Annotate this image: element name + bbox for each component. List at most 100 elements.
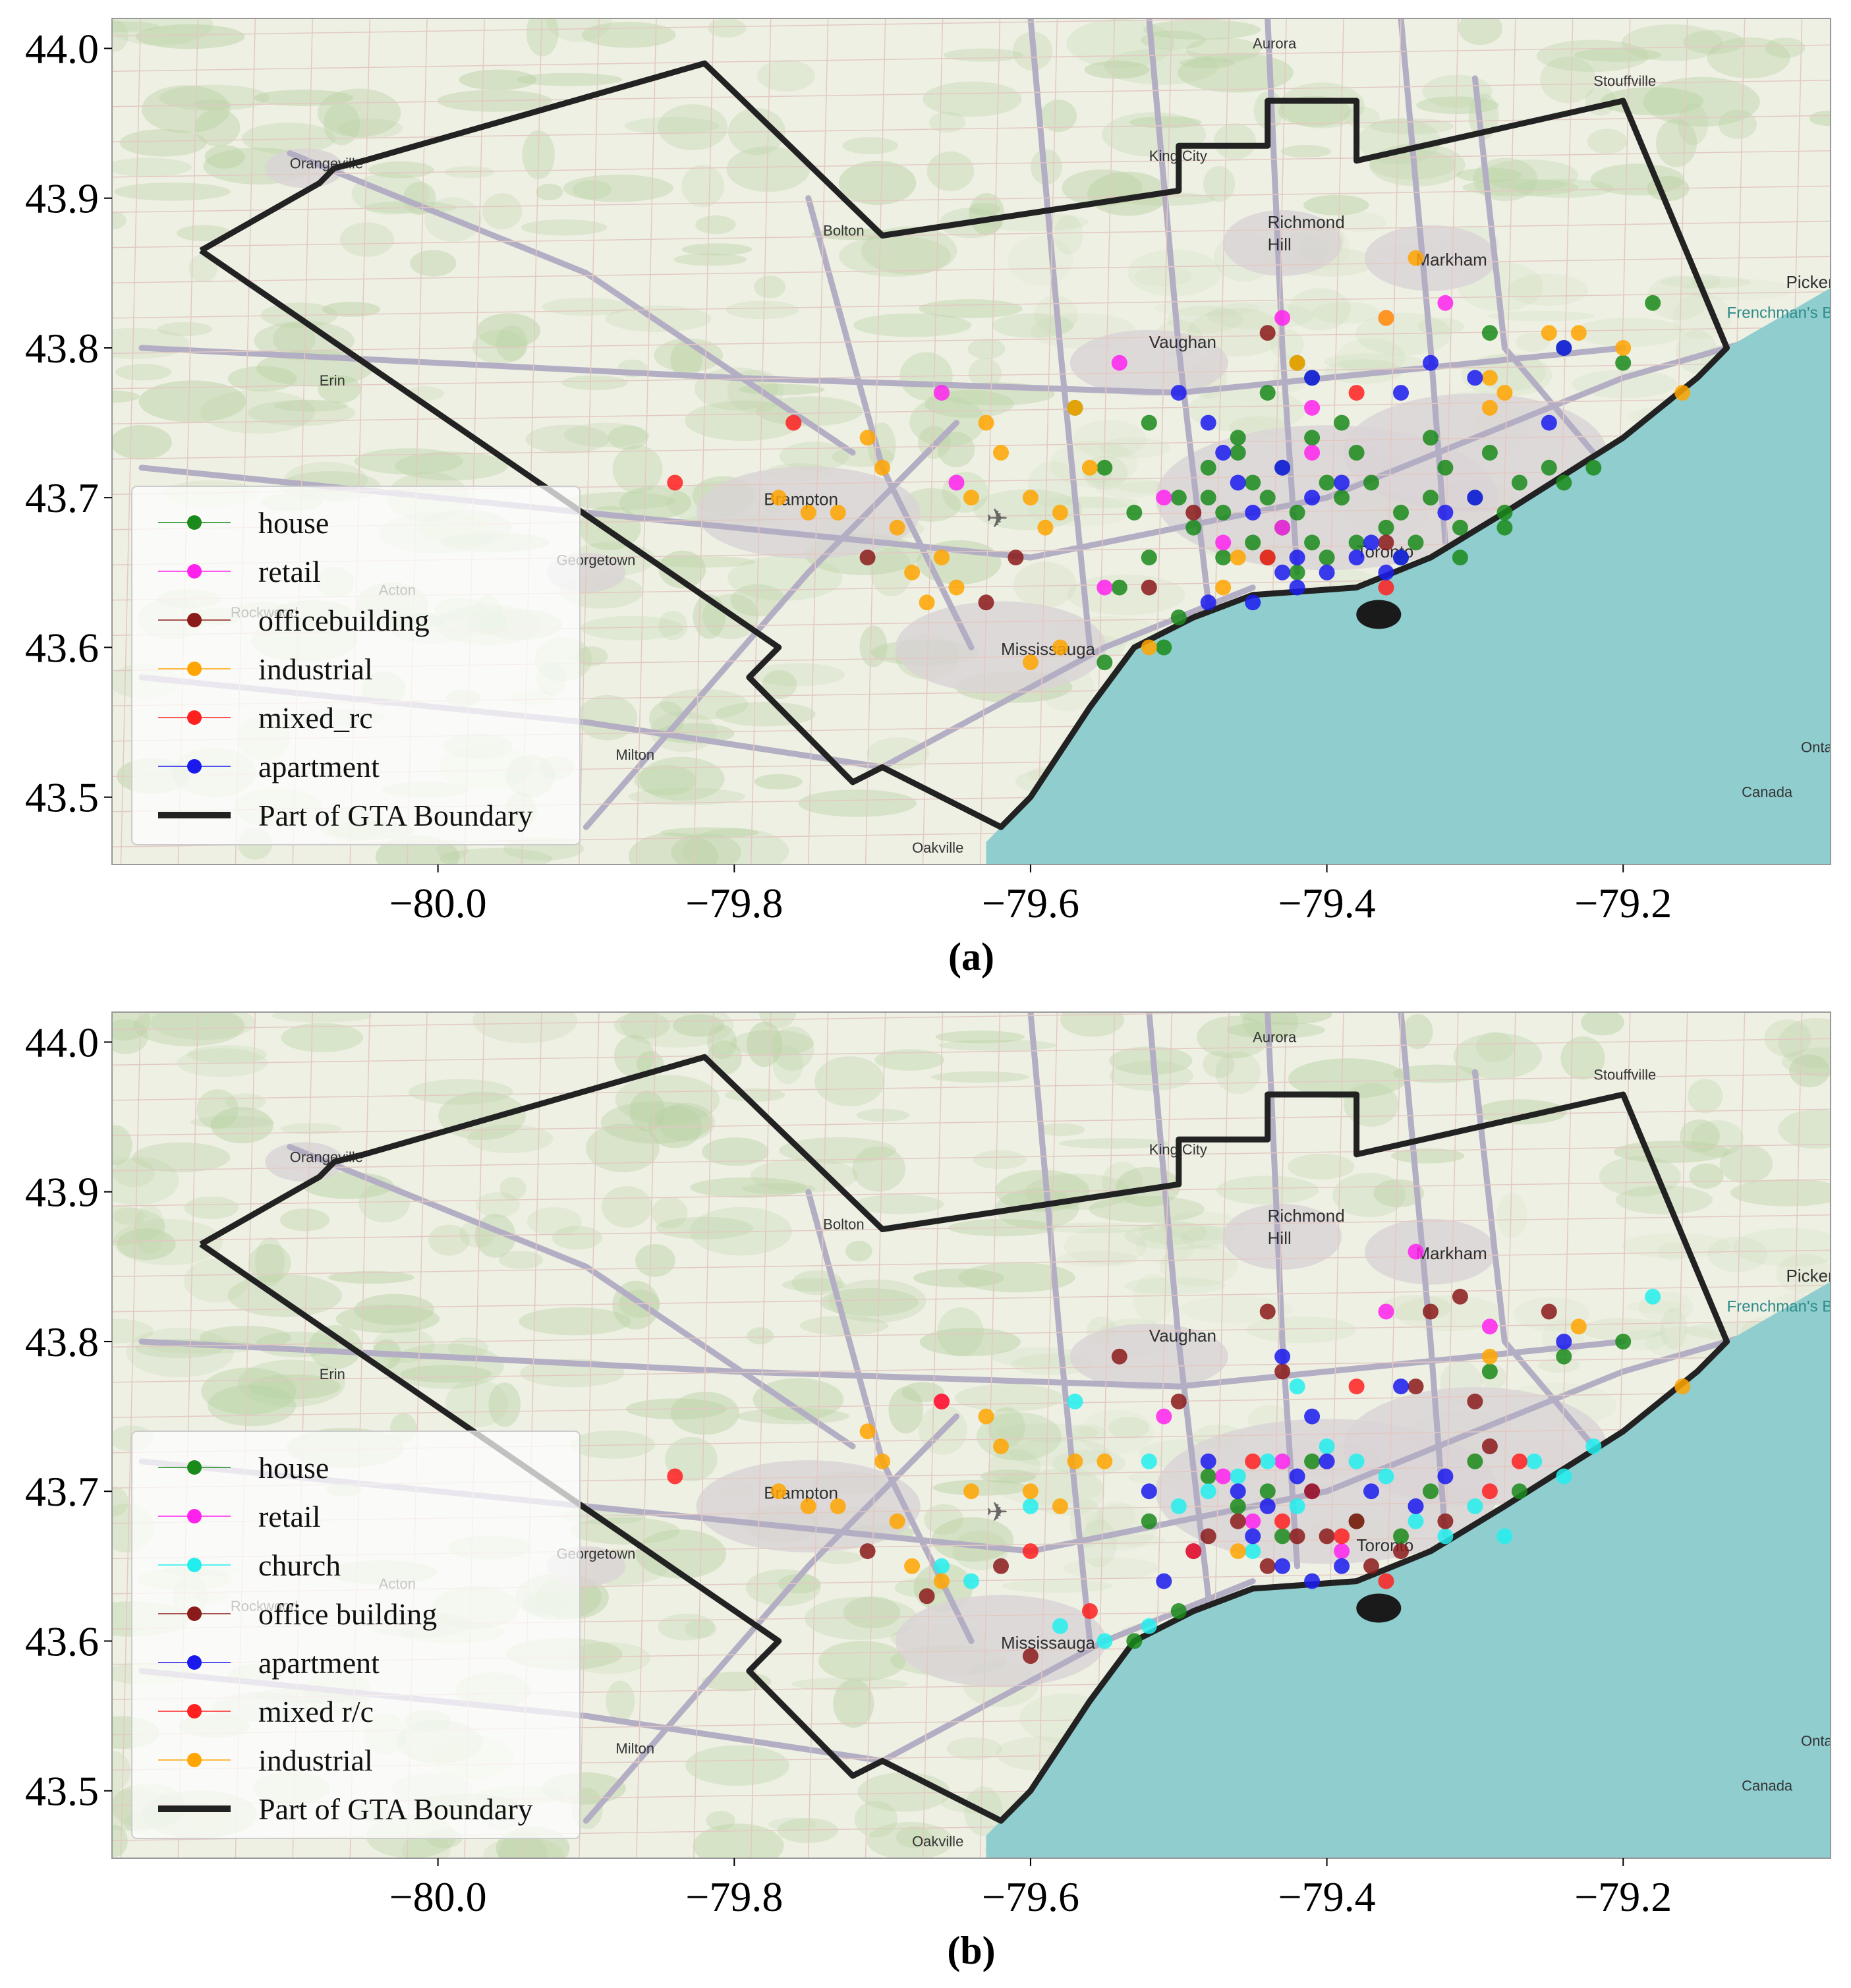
minor-road (112, 1073, 1831, 1101)
urban-area (1364, 225, 1496, 291)
minor-road (112, 397, 1831, 424)
point-industrial (1052, 504, 1068, 521)
plot-frame (111, 18, 1831, 865)
point-mixed-rc (667, 474, 683, 491)
point-retail (1215, 1468, 1232, 1485)
vegetation-patch (750, 663, 845, 687)
point-apartment (1319, 564, 1335, 581)
place-label-aurora: Aurora (1253, 1029, 1297, 1045)
point-apartment (1200, 1453, 1216, 1469)
point-apartment (1274, 564, 1291, 581)
point-apartment (1541, 414, 1557, 431)
gta-boundary-line (199, 60, 1730, 830)
point-church (1348, 1453, 1365, 1469)
vegetation-patch (608, 425, 648, 450)
vegetation-patch (762, 669, 797, 700)
point-apartment (1289, 579, 1305, 596)
vegetation-patch (1496, 1193, 1527, 1238)
place-label-erin: Erin (320, 372, 345, 389)
vegetation-patch (1040, 99, 1077, 132)
vegetation-patch (1214, 123, 1257, 160)
vegetation-patch (1688, 1079, 1723, 1114)
vegetation-patch (1778, 1109, 1831, 1149)
vegetation-patch (188, 254, 218, 283)
point-church (1585, 1438, 1602, 1454)
vegetation-patch (1087, 171, 1169, 216)
x-tick-label: −79.8 (685, 880, 783, 926)
vegetation-patch (280, 1123, 342, 1135)
minor-road (693, 1012, 714, 1858)
place-label-oakville: Oakville (912, 1833, 963, 1850)
point-house (1141, 550, 1157, 566)
vegetation-patch (581, 22, 676, 48)
point-industrial (859, 1423, 876, 1440)
point-mixed-r-c (1245, 1453, 1261, 1469)
vegetation-patch (651, 555, 755, 568)
minor-road (807, 18, 829, 865)
highway (138, 315, 1831, 561)
point-office-building (1022, 1648, 1039, 1664)
vegetation-patch (1647, 275, 1709, 320)
vegetation-patch (870, 547, 913, 597)
point-apartment (1245, 594, 1261, 611)
vegetation-patch (1027, 461, 1078, 508)
vegetation-patch (726, 300, 799, 320)
point-industrial (1081, 459, 1098, 476)
legend-dot-swatch (187, 613, 202, 627)
vegetation-patch (1008, 1438, 1110, 1467)
point-retail (1437, 295, 1454, 311)
point-apartment (1437, 504, 1454, 521)
place-label-aurora: Aurora (1253, 35, 1297, 51)
vegetation-patch (919, 1328, 1021, 1357)
vegetation-patch (1789, 1054, 1830, 1088)
point-mixed-r-c (1081, 1603, 1098, 1619)
minor-road (112, 291, 1831, 319)
vegetation-patch (931, 1517, 1014, 1562)
point-industrial (770, 1483, 787, 1500)
highway (138, 1309, 1831, 1554)
legend-label: retail (258, 1500, 321, 1533)
vegetation-patch (237, 1359, 345, 1407)
point-office-building (919, 1588, 935, 1605)
vegetation-patch (1324, 353, 1423, 370)
point-retail (948, 474, 965, 491)
vegetation-patch (112, 1125, 132, 1166)
point-industrial (874, 1453, 891, 1469)
urban-layer (265, 1142, 1607, 1688)
point-house (1200, 490, 1216, 506)
vegetation-patch (1622, 1329, 1668, 1351)
point-mixed-r-c (667, 1468, 683, 1485)
point-retail (1408, 1243, 1424, 1260)
point-house (1245, 534, 1261, 551)
vegetation-patch (1680, 279, 1794, 300)
vegetation-patch (113, 1158, 155, 1187)
vegetation-patch (628, 787, 746, 806)
vegetation-patch (1626, 1300, 1686, 1313)
point-house (1259, 1483, 1276, 1500)
urban-area (1343, 1387, 1607, 1506)
legend-label: house (258, 1451, 329, 1485)
vegetation-patch (445, 1379, 509, 1428)
legend-item-apartment: apartment (158, 1646, 380, 1680)
vegetation-patch (254, 90, 353, 107)
point-mixed-r-c (1185, 1543, 1202, 1560)
highway (1265, 18, 1301, 576)
point-church (1408, 1513, 1424, 1529)
point-house (1200, 459, 1216, 476)
point-house (1319, 474, 1335, 491)
minor-road (112, 1012, 1294, 1031)
vegetation-patch (1765, 38, 1806, 59)
point-church (1378, 1468, 1394, 1485)
legend-dot-swatch (187, 759, 202, 774)
vegetation-patch (601, 1185, 652, 1228)
place-label-markham: Markham (1415, 1243, 1487, 1263)
point-apartment (1363, 534, 1379, 551)
point-industrial (1541, 325, 1557, 341)
vegetation-patch (658, 1613, 716, 1641)
legend-dot-swatch (187, 515, 202, 530)
vegetation-patch (1540, 56, 1597, 103)
legend-item-part-of-gta-boundary: Part of GTA Boundary (158, 799, 533, 832)
vegetation-patch (519, 1307, 631, 1336)
highway (1027, 1012, 1093, 1644)
